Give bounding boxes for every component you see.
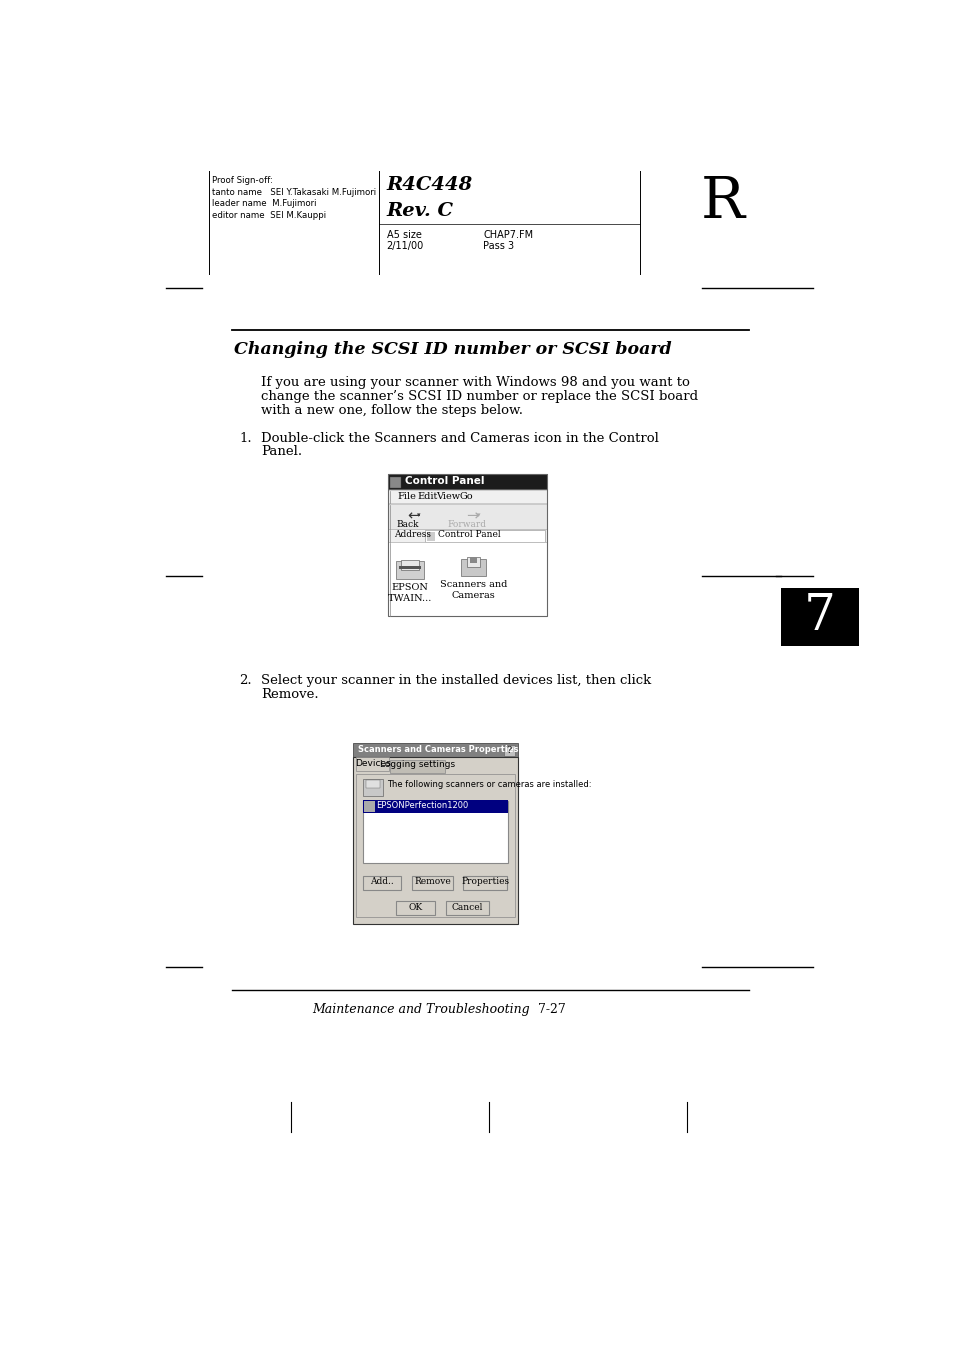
Text: Control Panel: Control Panel bbox=[437, 530, 500, 539]
Text: 2.: 2. bbox=[239, 674, 252, 688]
Bar bbox=[388, 490, 546, 503]
Text: Address: Address bbox=[394, 530, 431, 539]
Text: Add..: Add.. bbox=[370, 877, 394, 886]
Text: Devices: Devices bbox=[355, 759, 390, 767]
Text: ▾: ▾ bbox=[416, 512, 420, 519]
Text: The following scanners or cameras are installed:: The following scanners or cameras are in… bbox=[387, 781, 591, 789]
Bar bbox=[400, 561, 418, 570]
Bar bbox=[365, 780, 379, 788]
Text: View: View bbox=[436, 492, 460, 501]
Text: Panel.: Panel. bbox=[261, 446, 302, 458]
Text: ▾: ▾ bbox=[476, 512, 480, 519]
Text: Go: Go bbox=[459, 492, 473, 501]
Text: tanto name   SEI Y.Takasaki M.Fujimori: tanto name SEI Y.Takasaki M.Fujimori bbox=[212, 188, 376, 196]
Text: EPSONPerfection1200: EPSONPerfection1200 bbox=[376, 801, 468, 811]
Text: R4C448: R4C448 bbox=[386, 176, 473, 195]
Bar bbox=[390, 761, 444, 773]
Text: OK: OK bbox=[408, 902, 422, 912]
Bar bbox=[446, 901, 488, 915]
Text: Logging settings: Logging settings bbox=[379, 761, 455, 770]
Text: Cancel: Cancel bbox=[452, 902, 483, 912]
Bar bbox=[364, 801, 375, 812]
Bar bbox=[781, 588, 858, 646]
Text: Scanners and Cameras Properties: Scanners and Cameras Properties bbox=[357, 744, 517, 754]
Text: R: R bbox=[700, 174, 743, 230]
Text: ?: ? bbox=[506, 746, 511, 755]
Bar bbox=[388, 474, 546, 489]
Text: Select your scanner in the installed devices list, then click: Select your scanner in the installed dev… bbox=[261, 674, 651, 688]
Bar bbox=[388, 530, 546, 542]
Bar bbox=[362, 801, 508, 863]
Bar bbox=[356, 774, 514, 917]
Bar bbox=[363, 800, 507, 813]
Bar bbox=[362, 780, 382, 796]
Text: A5 size: A5 size bbox=[386, 230, 421, 240]
Text: Edit: Edit bbox=[417, 492, 437, 501]
Bar bbox=[398, 566, 420, 569]
Bar bbox=[353, 743, 517, 758]
Bar bbox=[356, 758, 389, 771]
Text: 7: 7 bbox=[803, 592, 835, 642]
Text: Remove.: Remove. bbox=[261, 688, 318, 701]
Text: change the scanner’s SCSI ID number or replace the SCSI board: change the scanner’s SCSI ID number or r… bbox=[261, 390, 698, 403]
Text: Remove: Remove bbox=[414, 877, 450, 886]
Bar bbox=[463, 875, 506, 890]
Bar bbox=[353, 758, 517, 924]
Text: If you are using your scanner with Windows 98 and you want to: If you are using your scanner with Windo… bbox=[261, 376, 689, 389]
Text: CHAP7.FM: CHAP7.FM bbox=[483, 230, 533, 240]
Text: File: File bbox=[397, 492, 416, 501]
Text: Control Panel: Control Panel bbox=[405, 477, 484, 486]
Text: 7-27: 7-27 bbox=[537, 1002, 565, 1016]
Bar bbox=[425, 530, 545, 542]
Text: editor name  SEI M.Kauppi: editor name SEI M.Kauppi bbox=[212, 211, 326, 220]
Text: Forward: Forward bbox=[447, 520, 486, 530]
Text: Back: Back bbox=[395, 520, 418, 530]
Text: Changing the SCSI ID number or SCSI board: Changing the SCSI ID number or SCSI boar… bbox=[233, 340, 671, 358]
Bar bbox=[362, 875, 401, 890]
Bar bbox=[412, 875, 452, 890]
Text: Maintenance and Troubleshooting: Maintenance and Troubleshooting bbox=[312, 1002, 530, 1016]
Text: Rev. C: Rev. C bbox=[386, 203, 453, 220]
Bar bbox=[503, 744, 515, 755]
Text: ←: ← bbox=[407, 508, 420, 524]
Text: Properties: Properties bbox=[460, 877, 509, 886]
Bar bbox=[469, 557, 476, 562]
Text: leader name  M.Fujimori: leader name M.Fujimori bbox=[212, 199, 316, 208]
Bar bbox=[467, 557, 479, 567]
Text: Scanners and
Cameras: Scanners and Cameras bbox=[439, 580, 507, 600]
Text: Double-click the Scanners and Cameras icon in the Control: Double-click the Scanners and Cameras ic… bbox=[261, 431, 659, 444]
Bar bbox=[388, 474, 546, 616]
Text: EPSON
TWAIN...: EPSON TWAIN... bbox=[387, 584, 432, 604]
Text: 1.: 1. bbox=[239, 431, 252, 444]
Bar bbox=[427, 532, 435, 540]
Text: Pass 3: Pass 3 bbox=[483, 242, 514, 251]
Text: 2/11/00: 2/11/00 bbox=[386, 242, 423, 251]
Bar bbox=[390, 477, 401, 488]
Bar bbox=[460, 559, 485, 577]
Bar bbox=[388, 504, 546, 530]
Bar bbox=[388, 542, 546, 616]
Bar bbox=[395, 901, 435, 915]
Bar bbox=[395, 561, 423, 580]
Text: with a new one, follow the steps below.: with a new one, follow the steps below. bbox=[261, 404, 522, 417]
Text: Proof Sign-off:: Proof Sign-off: bbox=[212, 176, 273, 185]
Text: →: → bbox=[465, 508, 477, 524]
